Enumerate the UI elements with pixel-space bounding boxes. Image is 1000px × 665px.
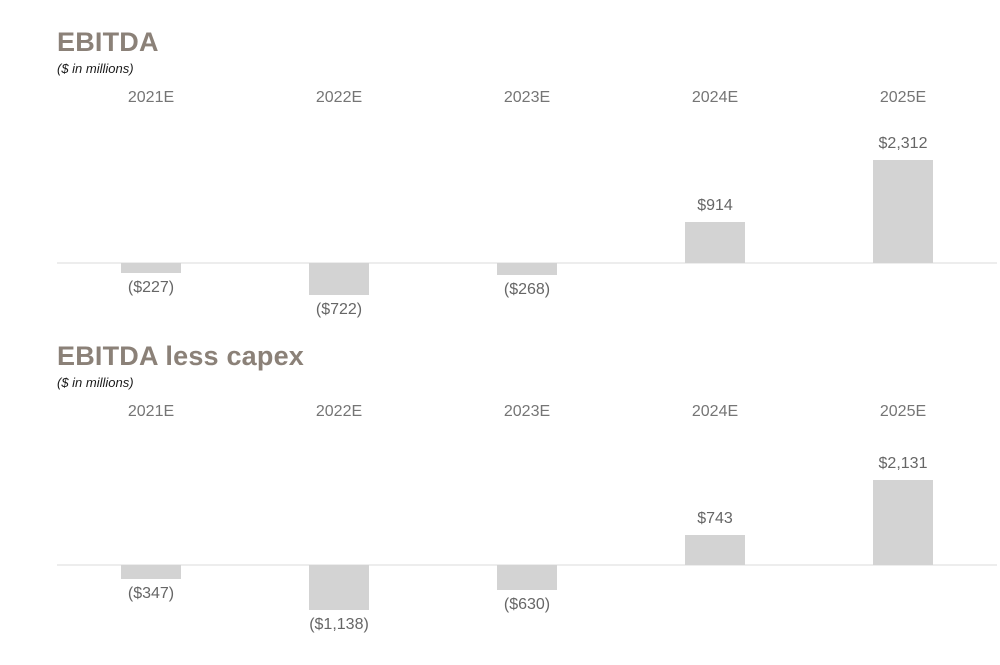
category-axis: 2021E 2022E 2023E 2024E 2025E [57, 403, 997, 423]
bar-value-label: $2,131 [878, 455, 928, 472]
bar [685, 535, 745, 565]
bar-value-label: ($630) [503, 596, 551, 613]
bar [873, 480, 933, 565]
bar-value-label: ($227) [127, 279, 175, 296]
category-label: 2024E [691, 89, 739, 106]
bar-value-label: ($347) [127, 585, 175, 602]
category-label: 2023E [503, 403, 551, 420]
chart-title: EBITDA [57, 27, 159, 57]
plot-area: ($347) ($1,138) ($630) $743 $2,131 [57, 427, 997, 665]
category-label: 2022E [315, 89, 363, 106]
chart-title: EBITDA less capex [57, 341, 305, 371]
bar [121, 565, 181, 579]
bar [497, 263, 557, 275]
bar [309, 565, 369, 610]
bar-value-label: $2,312 [878, 135, 928, 152]
bar-value-label: ($722) [315, 301, 363, 318]
category-label: 2025E [879, 89, 927, 106]
bar [685, 222, 745, 263]
bar [873, 160, 933, 263]
bar [121, 263, 181, 273]
bar-value-label: ($1,138) [309, 616, 369, 633]
ebitda-less-capex-chart: EBITDA less capex ($ in millions) 2021E 2… [57, 342, 997, 665]
plot-area: ($227) ($722) ($268) $914 $2,312 [57, 113, 997, 328]
category-label: 2021E [127, 89, 175, 106]
category-label: 2021E [127, 403, 175, 420]
category-label: 2024E [691, 403, 739, 420]
bar-value-label: $914 [697, 197, 733, 214]
bar [309, 263, 369, 295]
ebitda-chart: EBITDA ($ in millions) 2021E 2022E 2023E 20… [57, 28, 997, 328]
chart-subtitle: ($ in millions) [57, 375, 134, 390]
category-label: 2025E [879, 403, 927, 420]
chart-subtitle: ($ in millions) [57, 61, 134, 76]
category-label: 2022E [315, 403, 363, 420]
bar [497, 565, 557, 590]
bar-value-label: $743 [697, 510, 733, 527]
category-label: 2023E [503, 89, 551, 106]
category-axis: 2021E 2022E 2023E 2024E 2025E [57, 89, 997, 109]
bar-value-label: ($268) [503, 281, 551, 298]
